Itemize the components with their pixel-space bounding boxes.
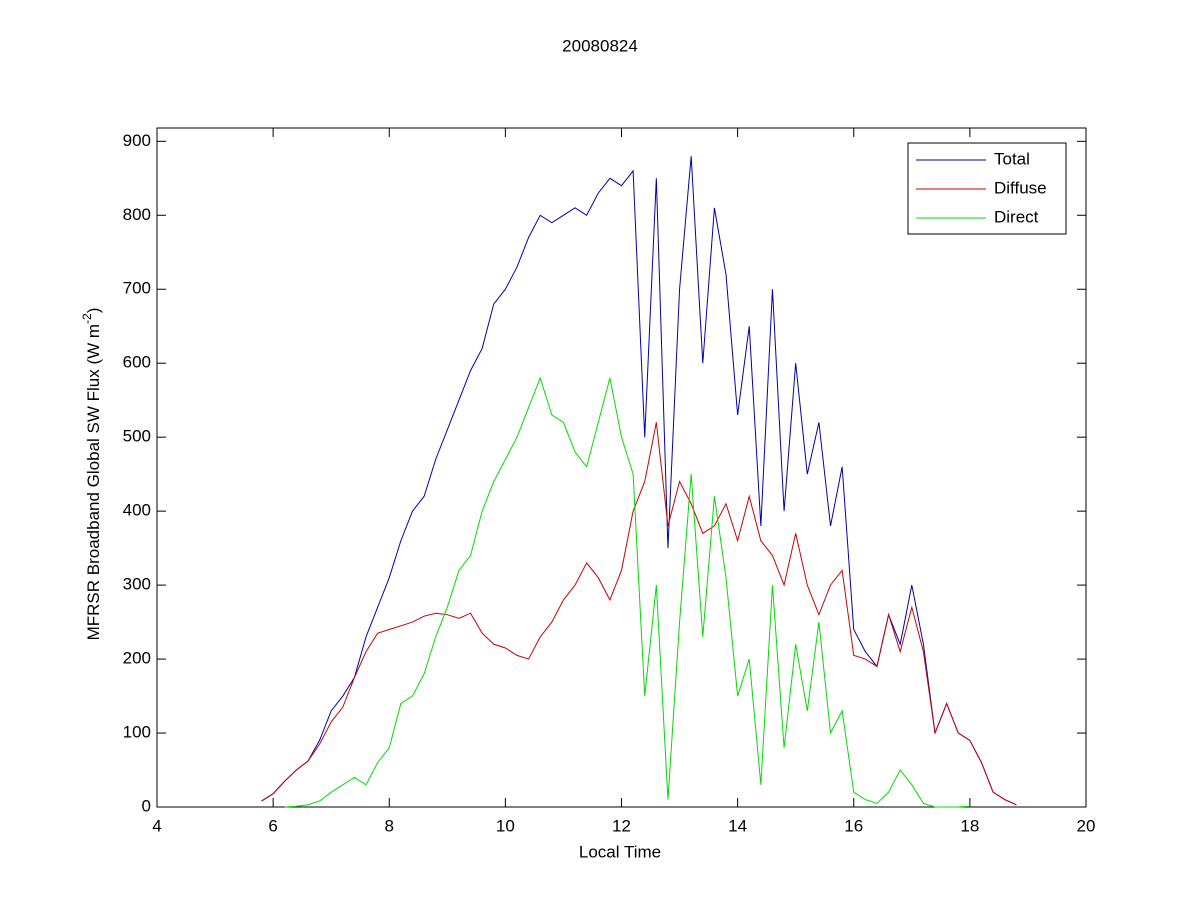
series-line: [284, 376, 970, 808]
legend-label: Total: [994, 149, 1030, 168]
y-axis-label: MFRSR Broadband Global SW Flux (W m-2): [80, 308, 103, 641]
x-tick-label: 6: [268, 816, 277, 835]
y-tick-label: 600: [123, 353, 151, 372]
y-axis-label-superscript: -2: [80, 313, 94, 324]
y-tick-label: 800: [123, 205, 151, 224]
y-tick-label: 0: [142, 796, 151, 815]
x-axis-label: Local Time: [579, 842, 661, 861]
y-tick-label: 400: [123, 501, 151, 520]
y-tick-label: 200: [123, 649, 151, 668]
x-tick-label: 14: [728, 816, 747, 835]
y-tick-label: 300: [123, 575, 151, 594]
series-line: [261, 422, 1017, 806]
y-tick-label: 900: [123, 131, 151, 150]
x-tick-label: 18: [960, 816, 979, 835]
x-tick-label: 10: [496, 816, 515, 835]
legend-label: Direct: [994, 207, 1039, 226]
y-tick-label: 500: [123, 427, 151, 446]
y-axis-label-text: MFRSR Broadband Global SW Flux (W m: [84, 324, 103, 640]
x-tick-label: 20: [1077, 816, 1096, 835]
y-tick-label: 100: [123, 723, 151, 742]
x-tick-label: 4: [152, 816, 161, 835]
legend-label: Diffuse: [994, 178, 1047, 197]
y-tick-label: 700: [123, 279, 151, 298]
chart-title: 20080824: [562, 36, 638, 55]
y-axis-label-suffix: ): [84, 308, 103, 314]
x-tick-label: 16: [844, 816, 863, 835]
x-tick-label: 12: [612, 816, 631, 835]
x-tick-label: 8: [385, 816, 394, 835]
